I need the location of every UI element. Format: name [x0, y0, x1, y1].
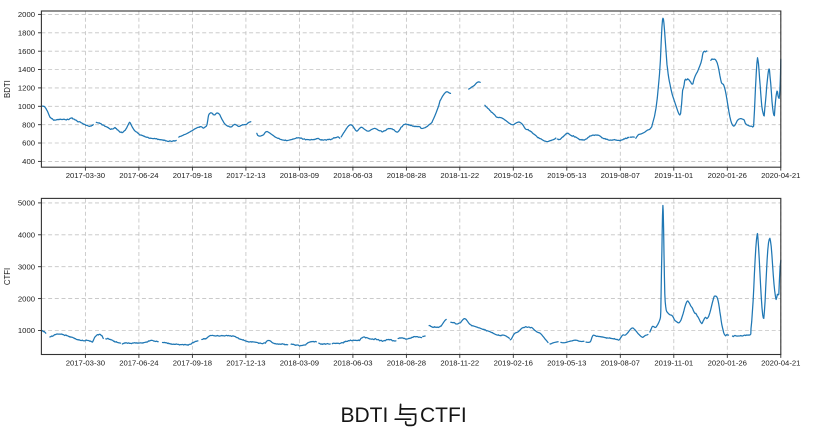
svg-text:600: 600 [22, 139, 35, 148]
svg-text:2020-01-26: 2020-01-26 [708, 359, 747, 368]
svg-text:2019-08-07: 2019-08-07 [601, 359, 640, 368]
svg-text:1000: 1000 [18, 326, 35, 335]
svg-text:CTFI: CTFI [3, 268, 12, 285]
svg-text:2018-03-09: 2018-03-09 [280, 171, 319, 180]
svg-text:2019-11-01: 2019-11-01 [654, 171, 693, 180]
svg-text:2019-05-13: 2019-05-13 [547, 171, 586, 180]
svg-text:2020-04-21: 2020-04-21 [761, 359, 800, 368]
svg-text:1200: 1200 [18, 84, 35, 93]
svg-text:2018-08-28: 2018-08-28 [387, 359, 426, 368]
svg-text:1000: 1000 [18, 102, 35, 111]
svg-text:2000: 2000 [18, 10, 35, 19]
svg-text:2017-03-30: 2017-03-30 [66, 171, 105, 180]
svg-text:2017-12-13: 2017-12-13 [226, 359, 265, 368]
svg-text:2018-03-09: 2018-03-09 [280, 359, 319, 368]
svg-text:1600: 1600 [18, 47, 35, 56]
svg-text:2017-09-18: 2017-09-18 [173, 359, 212, 368]
svg-text:2020-04-21: 2020-04-21 [761, 171, 800, 180]
svg-text:400: 400 [22, 157, 35, 166]
svg-text:2000: 2000 [18, 294, 35, 303]
svg-text:800: 800 [22, 120, 35, 129]
svg-text:CTFI: CTFI [420, 404, 467, 427]
svg-text:2018-11-22: 2018-11-22 [440, 359, 479, 368]
svg-text:2019-02-16: 2019-02-16 [494, 359, 533, 368]
svg-text:BDTI: BDTI [341, 404, 389, 427]
svg-text:2018-06-03: 2018-06-03 [333, 171, 372, 180]
svg-text:2017-09-18: 2017-09-18 [173, 171, 212, 180]
svg-text:2019-08-07: 2019-08-07 [601, 171, 640, 180]
svg-text:2018-06-03: 2018-06-03 [333, 359, 372, 368]
svg-text:5000: 5000 [18, 199, 35, 208]
svg-text:2019-02-16: 2019-02-16 [494, 171, 533, 180]
svg-text:2017-03-30: 2017-03-30 [66, 359, 105, 368]
svg-text:2020-01-26: 2020-01-26 [708, 171, 747, 180]
svg-text:2017-12-13: 2017-12-13 [226, 171, 265, 180]
svg-text:1800: 1800 [18, 29, 35, 38]
svg-text:2017-06-24: 2017-06-24 [119, 359, 159, 368]
svg-text:2019-05-13: 2019-05-13 [547, 359, 586, 368]
svg-text:2017-06-24: 2017-06-24 [119, 171, 159, 180]
svg-text:2018-11-22: 2018-11-22 [440, 171, 479, 180]
svg-text:2019-11-01: 2019-11-01 [654, 359, 693, 368]
svg-text:2018-08-28: 2018-08-28 [387, 171, 426, 180]
svg-text:3000: 3000 [18, 262, 35, 271]
svg-text:BDTI: BDTI [3, 80, 12, 98]
svg-text:4000: 4000 [18, 231, 35, 240]
svg-text:1400: 1400 [18, 65, 35, 74]
